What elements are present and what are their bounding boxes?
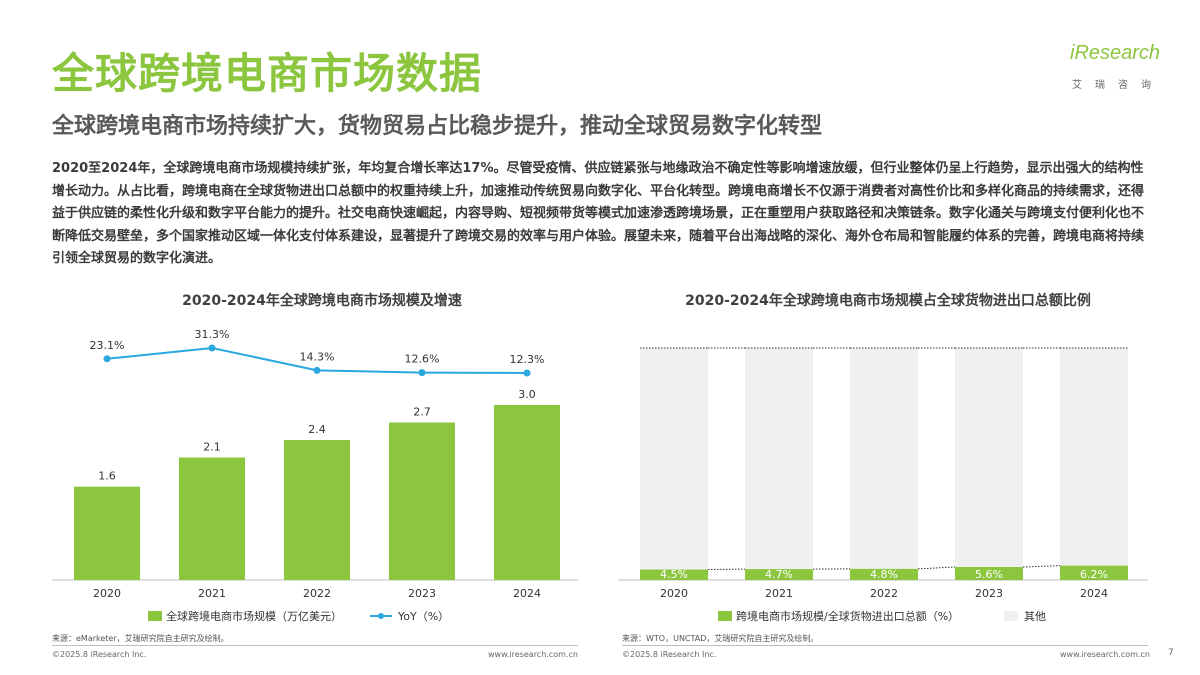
chart1-title: 2020-2024年全球跨境电商市场规模及增速 <box>182 293 462 309</box>
bar-label-2024: 3.0 <box>518 388 536 401</box>
x-tick-2-2023: 2023 <box>975 587 1003 600</box>
footer-divider-1 <box>52 645 578 646</box>
x-tick-2022: 2022 <box>303 587 331 600</box>
other-bar-2023 <box>955 348 1023 568</box>
chart2-title: 2020-2024年全球跨境电商市场规模占全球货物进出口总额比例 <box>685 293 1091 309</box>
legend-other-swatch <box>1004 611 1018 621</box>
page-subtitle: 全球跨境电商市场持续扩大，货物贸易占比稳步提升，推动全球贸易数字化转型 <box>52 114 823 139</box>
yoy-point-2024 <box>523 369 531 377</box>
share-label-2020: 4.5% <box>660 568 688 581</box>
x-tick-2023: 2023 <box>408 587 436 600</box>
yoy-label-2022: 14.3% <box>300 350 335 363</box>
bar-2021 <box>179 457 245 580</box>
x-tick-2-2021: 2021 <box>765 587 793 600</box>
legend-line-label: YoY（%） <box>397 610 449 623</box>
source-note-1: 来源：eMarketer，艾瑞研究院自主研究及绘制。 <box>52 634 229 643</box>
market-size-chart: 1.6 2020 2.1 2021 2.4 2022 2.7 2023 3.0 2024 23.1%… <box>52 328 578 623</box>
share-connector-2 <box>917 566 956 570</box>
copyright-1: ©2025.8 iResearch Inc. <box>52 650 147 659</box>
x-tick-2024: 2024 <box>513 587 541 600</box>
share-bar-2022 <box>850 568 918 580</box>
other-bar-2021 <box>745 348 813 570</box>
legend-share-label: 跨境电商市场规模/全球货物进出口总额（%） <box>736 609 959 623</box>
x-tick-2-2022: 2022 <box>870 587 898 600</box>
legend-line-dot <box>378 613 384 619</box>
yoy-point-2020 <box>103 355 111 363</box>
share-bar-2023 <box>955 567 1023 580</box>
yoy-point-2022 <box>313 366 321 374</box>
footer-divider-2 <box>622 645 1148 646</box>
share-label-2021: 4.7% <box>765 568 793 581</box>
website-link-1[interactable]: www.iresearch.com.cn <box>488 650 578 659</box>
yoy-label-2020: 23.1% <box>90 339 125 352</box>
share-bar-2021 <box>745 569 813 580</box>
bar-label-2022: 2.4 <box>308 423 326 436</box>
share-bar-2024 <box>1060 565 1128 580</box>
logo-word: iResearch <box>1070 42 1161 64</box>
bar-2022 <box>284 440 350 580</box>
bar-2024 <box>494 405 560 580</box>
yoy-label-2023: 12.6% <box>405 353 440 366</box>
page-number: 7 <box>1168 648 1174 658</box>
share-label-2024: 6.2% <box>1080 568 1108 581</box>
yoy-point-2023 <box>418 369 426 377</box>
yoy-label-2024: 12.3% <box>510 353 545 366</box>
bar-2020 <box>74 486 140 580</box>
bar-label-2021: 2.1 <box>203 441 221 454</box>
legend-other-label: 其他 <box>1024 610 1046 623</box>
other-bar-2020 <box>640 348 708 570</box>
copyright-2: ©2025.8 iResearch Inc. <box>622 650 717 659</box>
other-bar-2024 <box>1060 348 1128 566</box>
share-connector-3 <box>1022 565 1061 568</box>
legend-bar-swatch <box>148 611 162 621</box>
share-label-2022: 4.8% <box>870 568 898 581</box>
page-title: 全球跨境电商市场数据 <box>52 49 483 98</box>
legend-share-swatch <box>718 611 732 621</box>
other-bar-2022 <box>850 348 918 569</box>
logo-sub: 艾瑞咨询 <box>1072 80 1164 91</box>
share-bar-2020 <box>640 569 708 580</box>
x-tick-2-2020: 2020 <box>660 587 688 600</box>
legend-bar-label: 全球跨境电商市场规模（万亿美元） <box>166 609 342 623</box>
yoy-label-2021: 31.3% <box>195 328 230 341</box>
bar-label-2023: 2.7 <box>413 406 431 419</box>
iresearch-logo: iResearch 艾瑞咨询 <box>1066 36 1176 96</box>
x-tick-2020: 2020 <box>93 587 121 600</box>
share-label-2023: 5.6% <box>975 568 1003 581</box>
x-tick-2-2024: 2024 <box>1080 587 1108 600</box>
body-paragraph: 2020至2024年，全球跨境电商市场规模持续扩张，年均复合增长率达17%。尽管… <box>52 161 1145 266</box>
share-chart: 4.5% 2020 4.7% 2021 4.8% 2022 5.6% 2023 6.2% 2024… <box>618 347 1148 623</box>
source-note-2: 来源：WTO，UNCTAD，艾瑞研究院自主研究及绘制。 <box>622 634 819 643</box>
website-link-2[interactable]: www.iresearch.com.cn <box>1060 650 1150 659</box>
bar-2023 <box>389 422 455 580</box>
x-tick-2021: 2021 <box>198 587 226 600</box>
bar-label-2020: 1.6 <box>98 470 116 483</box>
yoy-point-2021 <box>208 344 216 352</box>
